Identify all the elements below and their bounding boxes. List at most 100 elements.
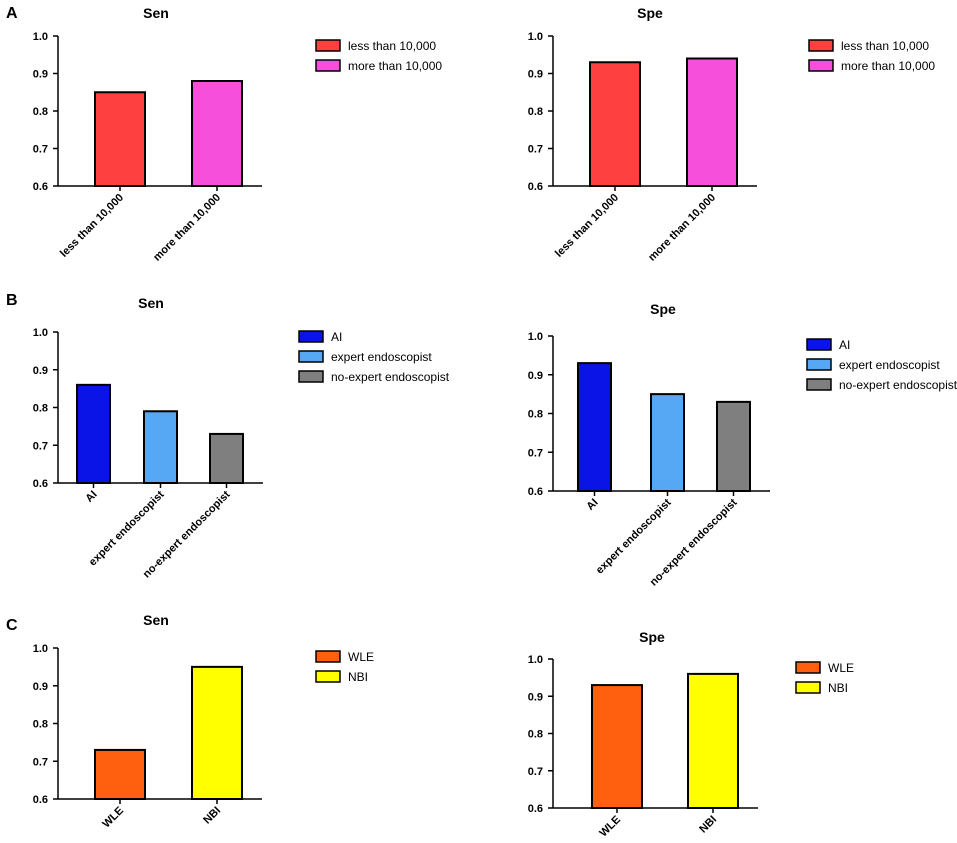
legend-swatch	[806, 358, 832, 371]
y-tick-label: 0.9	[528, 370, 543, 382]
y-tick-label: 0.7	[33, 440, 48, 452]
bar	[687, 672, 739, 810]
legend-label: expert endoscopist	[839, 358, 940, 372]
y-tick-label: 1.0	[33, 327, 48, 339]
panel-letter-c: C	[6, 617, 18, 634]
panel-letter-b: B	[6, 292, 18, 309]
legend-swatch	[315, 39, 341, 52]
legend-swatch	[298, 330, 324, 343]
category-label: more than 10,000	[151, 192, 223, 264]
y-tick-label: 0.6	[33, 478, 48, 490]
y-tick-label: 1.0	[528, 331, 543, 343]
y-tick-label: 0.6	[528, 486, 543, 498]
y-tick-label: 0.9	[33, 681, 48, 693]
category-label: expert endoscopist	[87, 488, 167, 568]
bar	[589, 61, 641, 187]
y-tick-label: 0.9	[33, 365, 48, 377]
legend-swatch	[808, 59, 834, 72]
y-tick-label: 0.7	[33, 144, 48, 156]
y-tick-label: 0.8	[33, 719, 48, 731]
category-label: less than 10,000	[58, 192, 126, 260]
legend-swatch	[298, 350, 324, 363]
legend-swatch	[298, 370, 324, 383]
y-tick-label: 0.8	[33, 403, 48, 415]
legend-label: less than 10,000	[841, 39, 929, 53]
chart-title: Sen	[143, 5, 169, 21]
legend-swatch	[808, 39, 834, 52]
chart-title: Sen	[143, 612, 169, 628]
legend-label: WLE	[828, 661, 854, 675]
chart-1: Sen 0.6 0.7 0.8 0.9 1.0 less than 10,000 more t…	[33, 5, 443, 264]
chart-6: Spe 0.6 0.7 0.8 0.9 1.0 WLE NBI WLE NBI	[528, 629, 854, 839]
legend-swatch	[315, 670, 341, 683]
y-tick-label: 0.6	[33, 794, 48, 806]
y-tick-label: 0.8	[528, 106, 543, 118]
charts-layer: Sen 0.6 0.7 0.8 0.9 1.0 less than 10,000 more t…	[33, 5, 957, 839]
chart-title: Spe	[650, 301, 676, 317]
category-label: less than 10,000	[553, 192, 621, 260]
y-tick-label: 0.8	[528, 409, 543, 421]
bar	[191, 665, 243, 800]
y-tick-label: 1.0	[33, 31, 48, 43]
y-tick-label: 1.0	[528, 31, 543, 43]
legend-swatch	[806, 338, 832, 351]
legend-label: no-expert endoscopist	[331, 370, 450, 384]
bar	[191, 80, 243, 187]
category-label: NBI	[201, 805, 223, 827]
category-label: WLE	[100, 805, 126, 831]
y-tick-label: 1.0	[33, 643, 48, 655]
legend-label: NBI	[828, 681, 848, 695]
legend-label: less than 10,000	[348, 39, 436, 53]
chart-title: Sen	[138, 295, 164, 311]
y-tick-label: 0.9	[528, 69, 543, 81]
chart-2: Spe 0.6 0.7 0.8 0.9 1.0 less than 10,000 more t…	[528, 5, 936, 264]
category-label: more than 10,000	[646, 192, 718, 264]
legend-label: expert endoscopist	[331, 350, 432, 364]
bar	[94, 748, 146, 800]
y-tick-label: 0.7	[528, 766, 543, 778]
bar	[650, 393, 685, 492]
bar	[686, 57, 738, 187]
category-label: AI	[83, 489, 99, 505]
chart-title: Spe	[639, 629, 665, 645]
legend-label: more than 10,000	[348, 59, 442, 73]
legend-label: no-expert endoscopist	[839, 378, 957, 392]
bar	[76, 383, 111, 485]
category-label: expert endoscopist	[594, 496, 674, 576]
bar	[591, 684, 643, 810]
y-tick-label: 0.6	[528, 803, 543, 815]
legend-label: AI	[839, 338, 850, 352]
chart-title: Spe	[637, 5, 663, 21]
y-tick-label: 0.7	[528, 447, 543, 459]
y-tick-label: 0.7	[33, 756, 48, 768]
chart-5: Sen 0.6 0.7 0.8 0.9 1.0 WLE NBI WLE NBI	[33, 612, 374, 830]
y-tick-label: 0.9	[33, 69, 48, 81]
bar	[143, 410, 178, 484]
legend-label: WLE	[348, 650, 374, 664]
y-tick-label: 0.6	[528, 181, 543, 193]
category-label: AI	[584, 497, 600, 513]
bar	[577, 362, 612, 492]
y-tick-label: 0.8	[33, 106, 48, 118]
y-tick-label: 1.0	[528, 654, 543, 666]
panel-letter-a: A	[6, 5, 18, 22]
y-tick-label: 0.6	[33, 181, 48, 193]
y-tick-label: 0.8	[528, 729, 543, 741]
category-label: WLE	[597, 814, 623, 840]
legend-swatch	[795, 661, 821, 674]
legend-swatch	[315, 650, 341, 663]
legend-swatch	[795, 681, 821, 694]
legend-label: more than 10,000	[841, 59, 935, 73]
legend-label: NBI	[348, 670, 368, 684]
bar	[209, 432, 244, 484]
bar	[94, 91, 146, 187]
category-label: NBI	[697, 814, 719, 836]
legend-label: AI	[331, 330, 342, 344]
legend-swatch	[806, 378, 832, 391]
y-tick-label: 0.9	[528, 691, 543, 703]
legend-swatch	[315, 59, 341, 72]
bar	[716, 400, 751, 492]
